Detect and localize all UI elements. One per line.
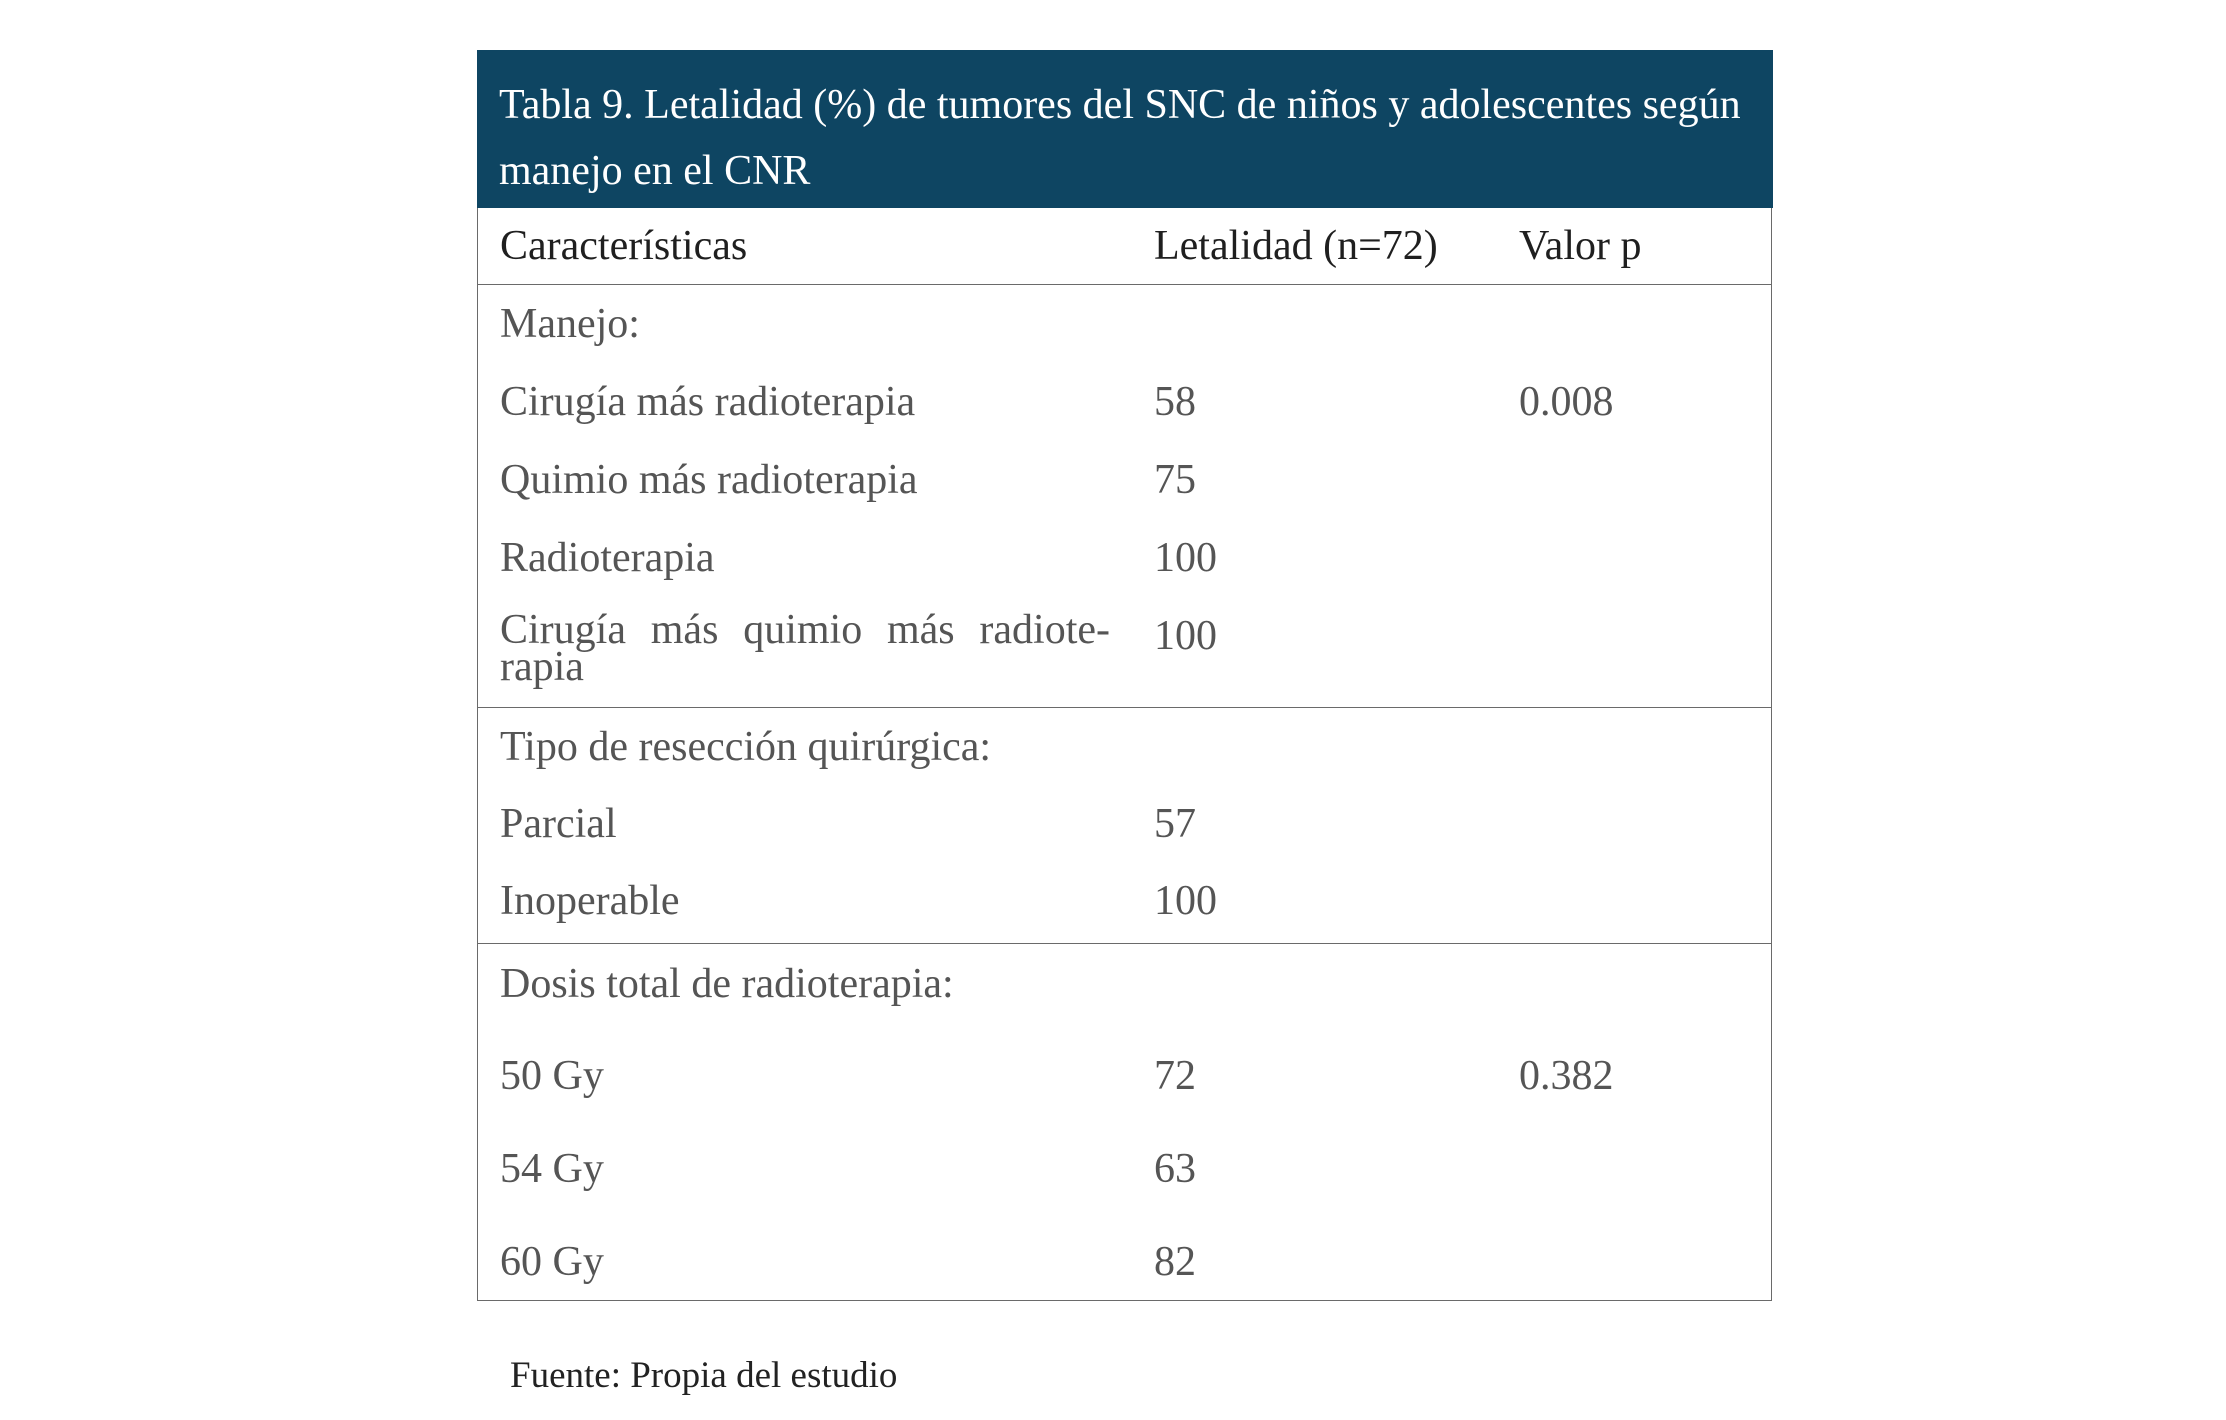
row-p-value: 0.382 [1519,1053,1614,1099]
row-label: Inoperable [500,878,680,924]
column-header-caracteristicas: Características [500,223,748,269]
row-letalidad: 58 [1154,379,1196,425]
row-letalidad: 63 [1154,1146,1196,1192]
row-label: Cirugía más radioterapia [500,379,916,425]
row-label: Parcial [500,801,617,847]
row-label: 60 Gy [500,1239,604,1285]
row-label: 54 Gy [500,1146,604,1192]
row-label: Quimio más radioterapia [500,457,918,503]
row-letalidad: 100 [1154,878,1217,924]
data-table: Tabla 9. Letalidad (%) de tumores del SN… [477,50,1773,1301]
header-divider [478,284,1771,285]
row-letalidad: 72 [1154,1053,1196,1099]
section-divider [478,707,1771,708]
column-header-valor-p: Valor p [1519,223,1642,269]
row-letalidad: 75 [1154,457,1196,503]
row-letalidad: 100 [1154,535,1217,581]
section-heading: Dosis total de radioterapia: [500,961,954,1007]
table-title: Tabla 9. Letalidad (%) de tumores del SN… [477,50,1773,208]
source-note: Fuente: Propia del estudio [510,1355,898,1396]
row-letalidad: 82 [1154,1239,1196,1285]
section-heading: Tipo de resección quirúrgica: [500,724,992,770]
row-label: 50 Gy [500,1053,604,1099]
row-label: Radioterapia [500,535,715,581]
section-heading: Manejo: [500,301,640,347]
column-header-letalidad: Letalidad (n=72) [1154,223,1438,269]
section-divider [478,943,1771,944]
row-letalidad: 100 [1154,613,1217,659]
row-letalidad: 57 [1154,801,1196,847]
row-label: Cirugía más quimio más radiote-rapia [500,607,1110,690]
row-p-value: 0.008 [1519,379,1614,425]
